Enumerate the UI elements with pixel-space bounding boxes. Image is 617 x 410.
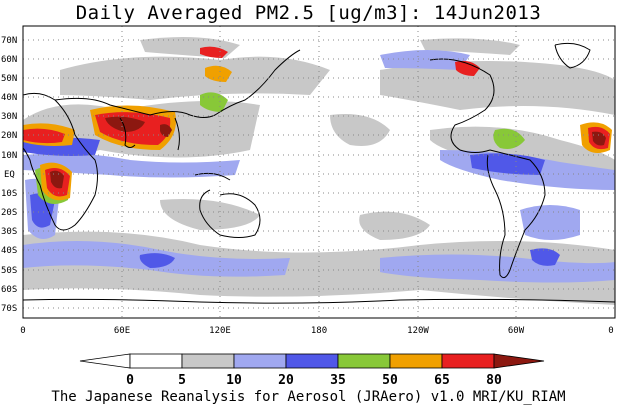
africa-coastline [23,92,98,231]
colorbar-segment [337,353,391,369]
lon-label: 180 [311,326,327,336]
lon-gridlines [121,26,517,318]
lat-label: 10S [1,189,17,199]
map-frame [22,25,616,319]
colorbar-segment [285,353,339,369]
greenland-coastline [554,42,591,69]
lat-label: EQ [4,170,15,180]
lon-label: 0 [608,326,613,336]
colorbar-segment [233,353,287,369]
colorbar-arrow-right [493,353,545,369]
map-title: Daily Averaged PM2.5 [ug/m3]: 14Jun2013 [75,2,542,24]
lon-labels: 0 60E 120E 180 120W 60W 0 [20,326,613,336]
footer-credit: The Japanese Reanalysis for Aerosol (JRA… [51,389,566,405]
lat-label: 60S [1,285,17,295]
colorbar-segment [181,353,235,369]
lat-label: 50S [1,266,17,276]
lon-label: 120E [209,326,231,336]
lon-label: 120W [407,326,429,336]
lon-label: 0 [20,326,25,336]
map-panel [23,26,615,318]
colorbar-label: 0 [126,373,134,388]
colorbar-arrow-left [79,353,131,369]
lon-label: 60W [508,326,525,336]
lat-label: 70N [1,36,17,46]
lat-label: 30N [1,112,17,122]
colorbar-label: 10 [226,373,242,388]
colorbar-label: 50 [382,373,398,388]
lat-label: 30S [1,227,17,237]
colorbar-label: 35 [330,373,346,388]
lat-label: 20S [1,208,17,218]
lat-label: 10N [1,151,17,161]
lat-label: 40S [1,246,17,256]
north-america-coastline [429,58,495,153]
colorbar-segment [441,353,495,369]
colorbar-label: 20 [278,373,294,388]
colorbar-legend: 0 5 10 20 35 50 65 80 [79,353,545,388]
lat-label: 60N [1,55,17,65]
lat-label: 20N [1,131,17,141]
lat-label: 40N [1,93,17,103]
colorbar-label: 80 [486,373,502,388]
pm25-level-5-10 [23,36,615,305]
colorbar-segment [129,353,183,369]
lat-label: 50N [1,74,17,84]
lat-labels: 70N 60N 50N 40N 30N 20N 10N EQ 10S 20S 3… [1,36,17,314]
eurasia-south-coastline [54,49,301,118]
antarctica-coastline [23,298,615,304]
colorbar-segment [389,353,443,369]
lon-label: 60E [114,326,130,336]
colorbar-label: 65 [434,373,450,388]
india-arabia-coastline [119,117,180,151]
south-america-coastline [486,149,546,279]
lat-label: 70S [1,304,17,314]
colorbar-label: 5 [178,373,186,388]
pm25-level-80-plus [50,116,606,189]
coastlines [23,42,615,304]
